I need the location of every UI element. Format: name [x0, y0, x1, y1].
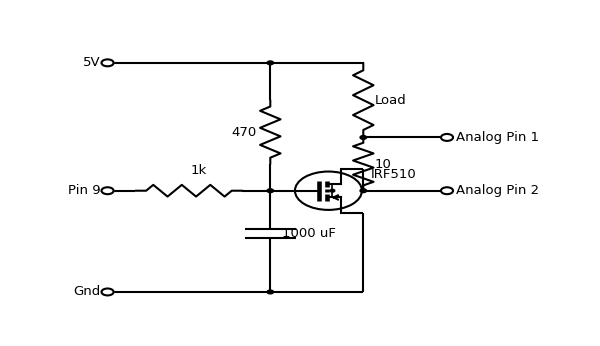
Circle shape: [101, 187, 113, 194]
Text: Load: Load: [375, 94, 407, 107]
Circle shape: [330, 189, 335, 192]
Text: 5V: 5V: [83, 56, 101, 69]
Text: 1000 uF: 1000 uF: [282, 227, 336, 240]
Text: IRF510: IRF510: [371, 168, 417, 181]
Circle shape: [267, 290, 274, 294]
Text: 470: 470: [231, 126, 256, 139]
Circle shape: [101, 289, 113, 295]
Text: Pin 9: Pin 9: [68, 184, 101, 197]
Circle shape: [101, 60, 113, 66]
Text: 10: 10: [375, 157, 392, 171]
Circle shape: [267, 61, 274, 65]
Circle shape: [360, 189, 367, 193]
Circle shape: [267, 189, 274, 193]
Circle shape: [441, 187, 453, 194]
Circle shape: [441, 134, 453, 141]
Circle shape: [360, 136, 367, 139]
Text: Analog Pin 2: Analog Pin 2: [457, 184, 539, 197]
Text: Gnd: Gnd: [73, 285, 101, 299]
Text: 1k: 1k: [190, 164, 206, 177]
Text: Analog Pin 1: Analog Pin 1: [457, 131, 539, 144]
